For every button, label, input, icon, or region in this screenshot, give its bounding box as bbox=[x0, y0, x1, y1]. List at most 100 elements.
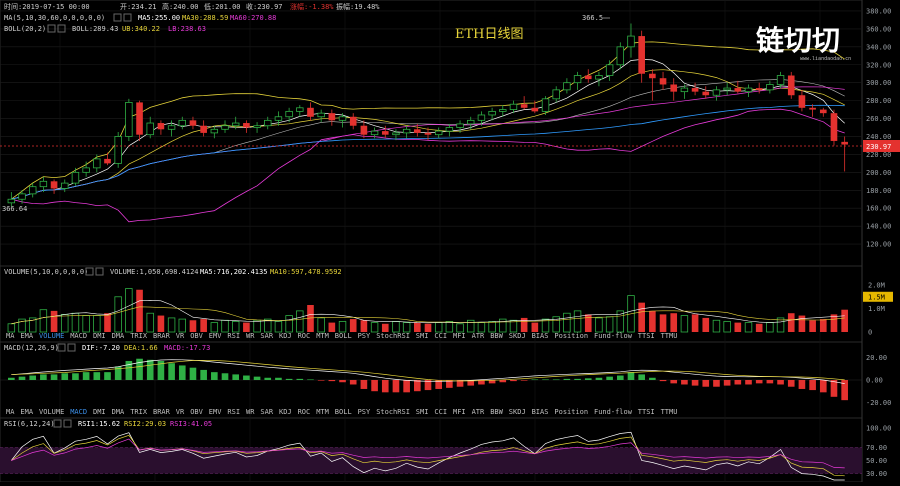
tab-cci[interactable]: CCI bbox=[434, 332, 447, 340]
ma-settings-icon[interactable] bbox=[113, 13, 122, 22]
tab-ttmu[interactable]: TTMU bbox=[661, 332, 678, 340]
tab-volume[interactable]: VOLUME bbox=[39, 332, 64, 340]
candle-body[interactable] bbox=[488, 110, 496, 116]
candle-body[interactable] bbox=[93, 158, 101, 169]
candle-body[interactable] bbox=[477, 114, 486, 121]
candle-body[interactable] bbox=[595, 75, 603, 80]
candle-body[interactable] bbox=[285, 110, 293, 118]
tab-brar[interactable]: BRAR bbox=[153, 332, 171, 340]
candle-body[interactable] bbox=[136, 102, 143, 135]
tab-wr[interactable]: WR bbox=[246, 332, 255, 340]
candle-body[interactable] bbox=[434, 130, 443, 136]
candle-body[interactable] bbox=[125, 102, 133, 137]
rsi-close-icon[interactable] bbox=[63, 419, 72, 428]
tab-vr[interactable]: VR bbox=[176, 408, 185, 416]
tab-position[interactable]: Position bbox=[554, 408, 588, 416]
candle-body[interactable] bbox=[18, 193, 26, 200]
tab-psy[interactable]: PSY bbox=[358, 332, 371, 340]
tab-mtm[interactable]: MTM bbox=[316, 332, 329, 340]
candle-body[interactable] bbox=[605, 64, 614, 76]
candle-body[interactable] bbox=[723, 87, 731, 91]
candle-body[interactable] bbox=[167, 125, 176, 130]
candle-body[interactable] bbox=[659, 78, 667, 85]
candle-body[interactable] bbox=[798, 95, 806, 108]
candle-body[interactable] bbox=[766, 84, 774, 91]
tab-dma[interactable]: DMA bbox=[112, 408, 125, 416]
candle-body[interactable] bbox=[744, 87, 753, 93]
candle-body[interactable] bbox=[841, 141, 848, 145]
candle-body[interactable] bbox=[82, 167, 90, 173]
indicator-tabs-macd[interactable]: MA EMA VOLUME MACD DMI DMA TRIX BRAR VR OBV EMV RSI… bbox=[6, 408, 677, 416]
candle-body[interactable] bbox=[552, 89, 560, 100]
tab-sar[interactable]: SAR bbox=[260, 332, 273, 340]
tab-ttsi[interactable]: TTSI bbox=[638, 408, 655, 416]
tab-skdj[interactable]: SKDJ bbox=[509, 408, 526, 416]
candle-body[interactable] bbox=[563, 82, 571, 91]
candle-body[interactable] bbox=[830, 113, 838, 141]
tab-bias[interactable]: BIAS bbox=[532, 408, 549, 416]
tab-ttsi[interactable]: TTSI bbox=[638, 332, 655, 340]
candle-body[interactable] bbox=[370, 130, 379, 136]
candle-body[interactable] bbox=[71, 171, 80, 184]
tab-rsi[interactable]: RSI bbox=[227, 408, 240, 416]
candle-body[interactable] bbox=[541, 98, 550, 112]
tab-cci[interactable]: CCI bbox=[434, 408, 447, 416]
tab-fund-flow[interactable]: Fund-flow bbox=[594, 332, 633, 340]
tab-stochrsi[interactable]: StochRSI bbox=[376, 408, 410, 416]
tab-emv[interactable]: EMV bbox=[209, 408, 222, 416]
indicator-tabs-volume[interactable]: MA EMA VOLUME MACD DMI DMA TRIX BRAR VR OBV EMV RSI… bbox=[6, 332, 677, 340]
candle-body[interactable] bbox=[28, 186, 37, 195]
tab-boll[interactable]: BOLL bbox=[335, 332, 352, 340]
tab-emv[interactable]: EMV bbox=[209, 332, 222, 340]
candle-body[interactable] bbox=[210, 128, 219, 134]
candle-body[interactable] bbox=[573, 75, 582, 84]
tab-volume[interactable]: VOLUME bbox=[39, 408, 64, 416]
candle-body[interactable] bbox=[509, 103, 518, 110]
candle-body[interactable] bbox=[520, 104, 528, 108]
tab-macd[interactable]: MACD bbox=[70, 408, 87, 416]
tab-dmi[interactable]: DMI bbox=[93, 408, 106, 416]
tab-smi[interactable]: SMI bbox=[416, 332, 429, 340]
candle-body[interactable] bbox=[50, 181, 58, 189]
candle-body[interactable] bbox=[445, 127, 454, 132]
candle-body[interactable] bbox=[338, 116, 347, 121]
candle-body[interactable] bbox=[200, 125, 207, 133]
candle-body[interactable] bbox=[61, 182, 69, 189]
candle-body[interactable] bbox=[157, 123, 165, 130]
candle-body[interactable] bbox=[328, 113, 336, 121]
tab-trix[interactable]: TRIX bbox=[130, 332, 148, 340]
tab-kdj[interactable]: KDJ bbox=[279, 332, 292, 340]
tab-ma[interactable]: MA bbox=[6, 332, 15, 340]
tab-brar[interactable]: BRAR bbox=[153, 408, 171, 416]
candle-body[interactable] bbox=[296, 107, 304, 112]
candle-body[interactable] bbox=[360, 125, 368, 135]
tab-psy[interactable]: PSY bbox=[358, 408, 371, 416]
candle-body[interactable] bbox=[776, 75, 785, 85]
tab-smi[interactable]: SMI bbox=[416, 408, 429, 416]
tab-atr[interactable]: ATR bbox=[472, 332, 485, 340]
ma-close-icon[interactable] bbox=[123, 13, 132, 22]
tab-mfi[interactable]: MFI bbox=[453, 332, 466, 340]
candle-body[interactable] bbox=[755, 88, 763, 90]
tab-roc[interactable]: ROC bbox=[298, 408, 311, 416]
candle-body[interactable] bbox=[349, 116, 357, 126]
tab-ema[interactable]: EMA bbox=[20, 332, 33, 340]
candle-body[interactable] bbox=[189, 120, 197, 126]
candle-body[interactable] bbox=[392, 132, 400, 136]
candle-body[interactable] bbox=[670, 84, 678, 92]
candle-body[interactable] bbox=[499, 109, 507, 112]
volume-close-icon[interactable] bbox=[95, 267, 104, 276]
candle-body[interactable] bbox=[649, 73, 656, 79]
tab-wr[interactable]: WR bbox=[246, 408, 255, 416]
candle-body[interactable] bbox=[702, 91, 710, 96]
candle-body[interactable] bbox=[809, 107, 816, 110]
candle-body[interactable] bbox=[787, 75, 795, 96]
candle-body[interactable] bbox=[274, 116, 283, 121]
candle-body[interactable] bbox=[531, 107, 539, 112]
tab-ttmu[interactable]: TTMU bbox=[661, 408, 678, 416]
tab-dma[interactable]: DMA bbox=[112, 332, 125, 340]
boll-settings-icon[interactable] bbox=[47, 24, 56, 33]
tab-fund-flow[interactable]: Fund-flow bbox=[594, 408, 633, 416]
volume-settings-icon[interactable] bbox=[85, 267, 94, 276]
candle-body[interactable] bbox=[39, 180, 48, 188]
